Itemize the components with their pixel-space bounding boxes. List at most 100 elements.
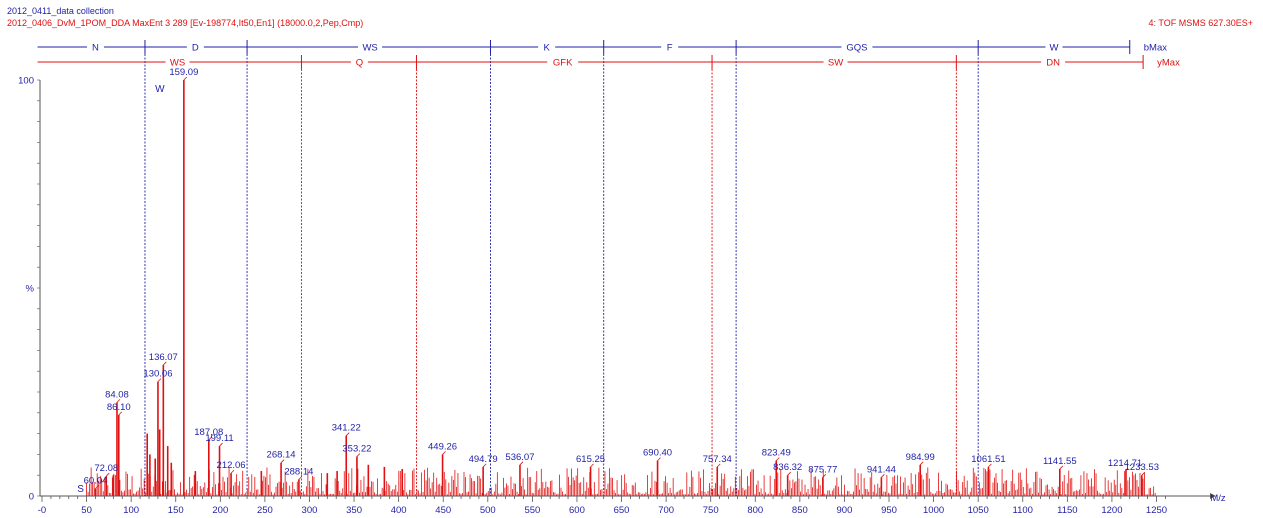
peak-label: 449.26 [428,441,457,452]
peak-leader [116,399,121,403]
peak-leader [163,361,167,366]
x-tick-label: 1150 [1057,505,1077,516]
b_series-segment-label: W [1049,43,1058,54]
y_series-label-bg [350,56,368,68]
peak-label: 1233.53 [1125,462,1159,473]
x-tick-label: 300 [302,505,318,516]
x-axis-label: M/z [1210,493,1226,504]
peak-leader [95,485,99,489]
peak-leader [519,461,524,466]
peak-label: 941.44 [867,464,896,475]
y_series-label-bg [1041,56,1066,68]
experiment-info: 2012_0406_DvM_1POM_DDA MaxEnt 3 289 [Ev-… [7,18,364,28]
x-tick-label: 100 [123,505,139,516]
peak-leader [775,457,780,461]
y_series-segment-label: WS [170,58,185,69]
peak-label: 875.77 [808,464,837,475]
x-tick-label: 900 [837,505,853,516]
peak-leader [105,472,110,477]
x-tick-label: 800 [747,505,763,516]
x-tick-label: 650 [614,505,630,516]
peak-leader [822,473,827,478]
x-tick-label: 250 [257,505,273,516]
x-tick-label: 350 [346,505,362,516]
b_series-label-bg [538,41,556,53]
b_series-label-bg [841,41,873,53]
x-tick-label: 550 [524,505,540,516]
b_series-segment-label: WS [362,43,377,54]
y_series-segment-label: Q [356,58,363,69]
peak-leader [208,436,213,441]
peak-label: 187.08 [194,427,223,438]
x-tick-label: 1200 [1101,505,1122,516]
peak-leader [118,411,123,416]
peak-label: 690.40 [643,448,672,459]
peak-leader [230,469,235,474]
y-tick-label: 100 [18,76,34,87]
peak-leader [356,453,361,457]
peak-leader [280,459,285,464]
b_series-label-bg [186,41,204,53]
peak-label: 84.08 [105,389,129,400]
y_series-label-bg [823,56,848,68]
peak-leader [1059,465,1064,470]
x-tick-label: -0 [38,505,46,516]
peak-label: 212.06 [217,460,246,471]
x-axis-arrow [1210,493,1216,499]
peak-label: 268.14 [267,450,296,461]
x-tick-label: 750 [703,505,719,516]
peak-leader [183,76,188,81]
x-tick-label: 600 [569,505,585,516]
x-tick-label: 400 [391,505,407,516]
b_series-segment-label: N [92,43,99,54]
x-tick-label: 50 [81,505,92,516]
peak-label: 1214.71 [1108,458,1142,469]
peak-label: 136.07 [149,352,178,363]
x-tick-label: 950 [881,505,897,516]
y_series-segment-label: SW [828,58,843,69]
x-tick-label: 500 [480,505,496,516]
x-tick-label: 450 [435,505,451,516]
peak-label: 836.32 [773,462,802,473]
peak-leader [657,457,661,461]
peak-label: 86.10 [107,402,131,413]
scan-function-label: 4: TOF MSMS 627.30ES+ [1148,18,1253,28]
peak-label: 130.06 [143,369,172,380]
b_series-label-bg [661,41,679,53]
peak-label: 984.99 [906,452,935,463]
peak-label: 288.14 [284,466,313,477]
peak-leader [1141,471,1146,476]
peak-leader [157,378,162,382]
peak-leader [590,463,594,468]
b_series-label-bg [358,41,383,53]
peak-label: 199.11 [205,433,233,444]
y-tick-label: 0 [29,492,34,503]
peak-label: 757.34 [703,454,732,465]
b_series-segment-label: K [543,43,550,54]
peak-leader [787,471,791,476]
dataset-title: 2012_0411_data collection [7,6,114,16]
x-tick-label: 1000 [923,505,944,516]
x-tick-label: 1250 [1146,505,1167,516]
peak-leader [881,473,885,478]
peak-label: 615.25 [576,454,605,465]
y_series-segment-label: GFK [553,58,573,69]
peak-label: 536.07 [505,452,534,463]
b-max-label: bMax [1144,43,1167,54]
b_series-label-bg [86,41,104,53]
peak-leader [919,461,924,466]
peak-leader [716,463,721,468]
x-tick-label: 700 [658,505,674,516]
x-tick-label: 1050 [968,505,989,516]
x-tick-label: 1100 [1013,505,1033,516]
b_series-segment-label: GQS [846,43,867,54]
annotation-letter: W [155,84,165,95]
peak-label: 494.79 [469,454,498,465]
peak-label: 353.22 [342,443,371,454]
x-tick-label: 200 [212,505,228,516]
peak-label: 1141.55 [1043,456,1077,467]
x-tick-label: 150 [168,505,184,516]
y_series-label-bg [165,56,190,68]
b_series-segment-label: D [192,43,199,54]
